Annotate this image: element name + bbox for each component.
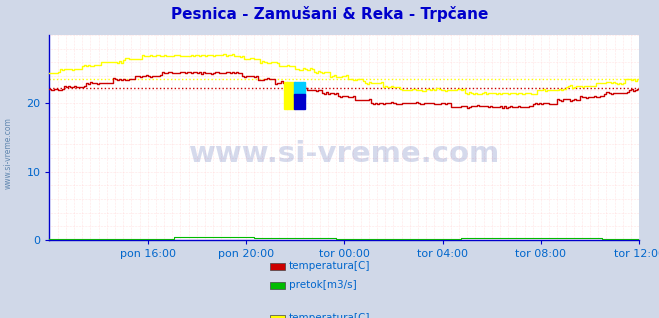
Text: temperatura[C]: temperatura[C] [289,260,370,271]
Bar [283,82,294,109]
Text: pretok[m3/s]: pretok[m3/s] [289,280,357,290]
Text: www.si-vreme.com: www.si-vreme.com [4,117,13,189]
Text: temperatura[C]: temperatura[C] [289,313,370,318]
Bar [294,94,305,109]
Text: www.si-vreme.com: www.si-vreme.com [188,140,500,168]
Text: Pesnica - Zamušani & Reka - Trpčane: Pesnica - Zamušani & Reka - Trpčane [171,6,488,22]
Bar [294,82,305,97]
